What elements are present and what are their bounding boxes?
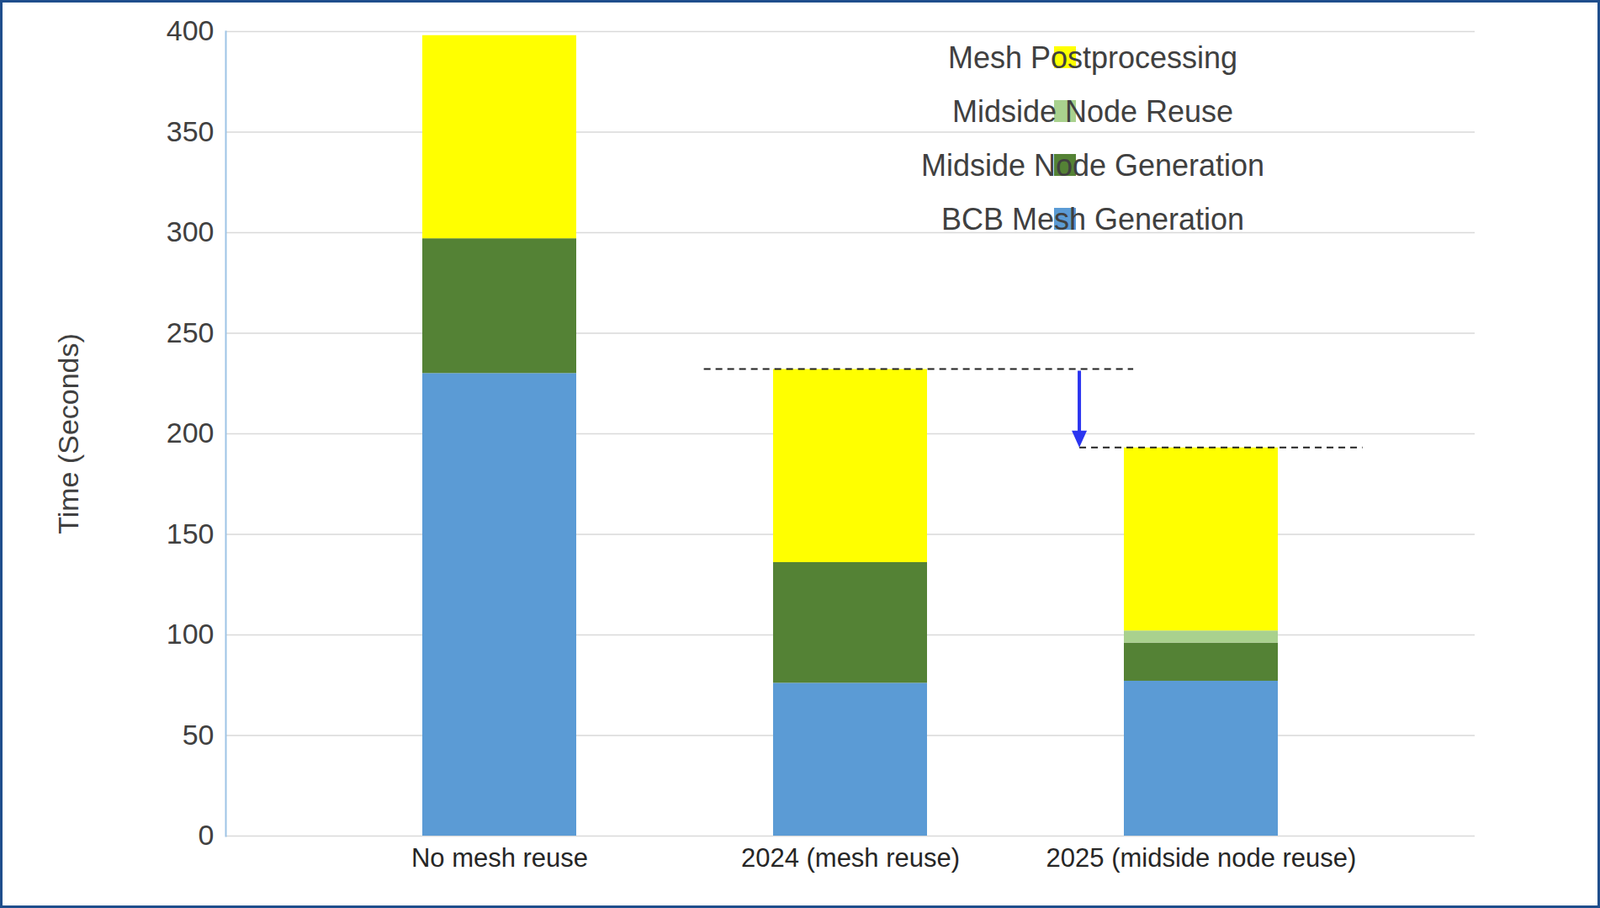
svg-text:300: 300 [166, 215, 215, 248]
svg-text:0: 0 [198, 818, 215, 851]
svg-text:250: 250 [166, 316, 215, 349]
svg-text:200: 200 [166, 416, 215, 449]
svg-text:No mesh reuse: No mesh reuse [411, 842, 589, 873]
svg-text:Mesh Postprocessing: Mesh Postprocessing [948, 40, 1238, 75]
svg-text:350: 350 [166, 115, 215, 148]
svg-text:400: 400 [166, 14, 215, 47]
svg-text:150: 150 [166, 517, 215, 550]
svg-text:Midside Node Reuse: Midside Node Reuse [952, 94, 1234, 129]
svg-text:2024 (mesh reuse): 2024 (mesh reuse) [741, 842, 960, 873]
svg-text:BCB Mesh Generation: BCB Mesh Generation [941, 201, 1245, 237]
svg-text:Time (Seconds): Time (Seconds) [52, 333, 85, 535]
svg-text:2025 (midside node reuse): 2025 (midside node reuse) [1046, 842, 1357, 873]
svg-text:100: 100 [166, 617, 215, 650]
svg-text:50: 50 [182, 718, 215, 751]
svg-text:Midside Node Generation: Midside Node Generation [921, 148, 1265, 183]
